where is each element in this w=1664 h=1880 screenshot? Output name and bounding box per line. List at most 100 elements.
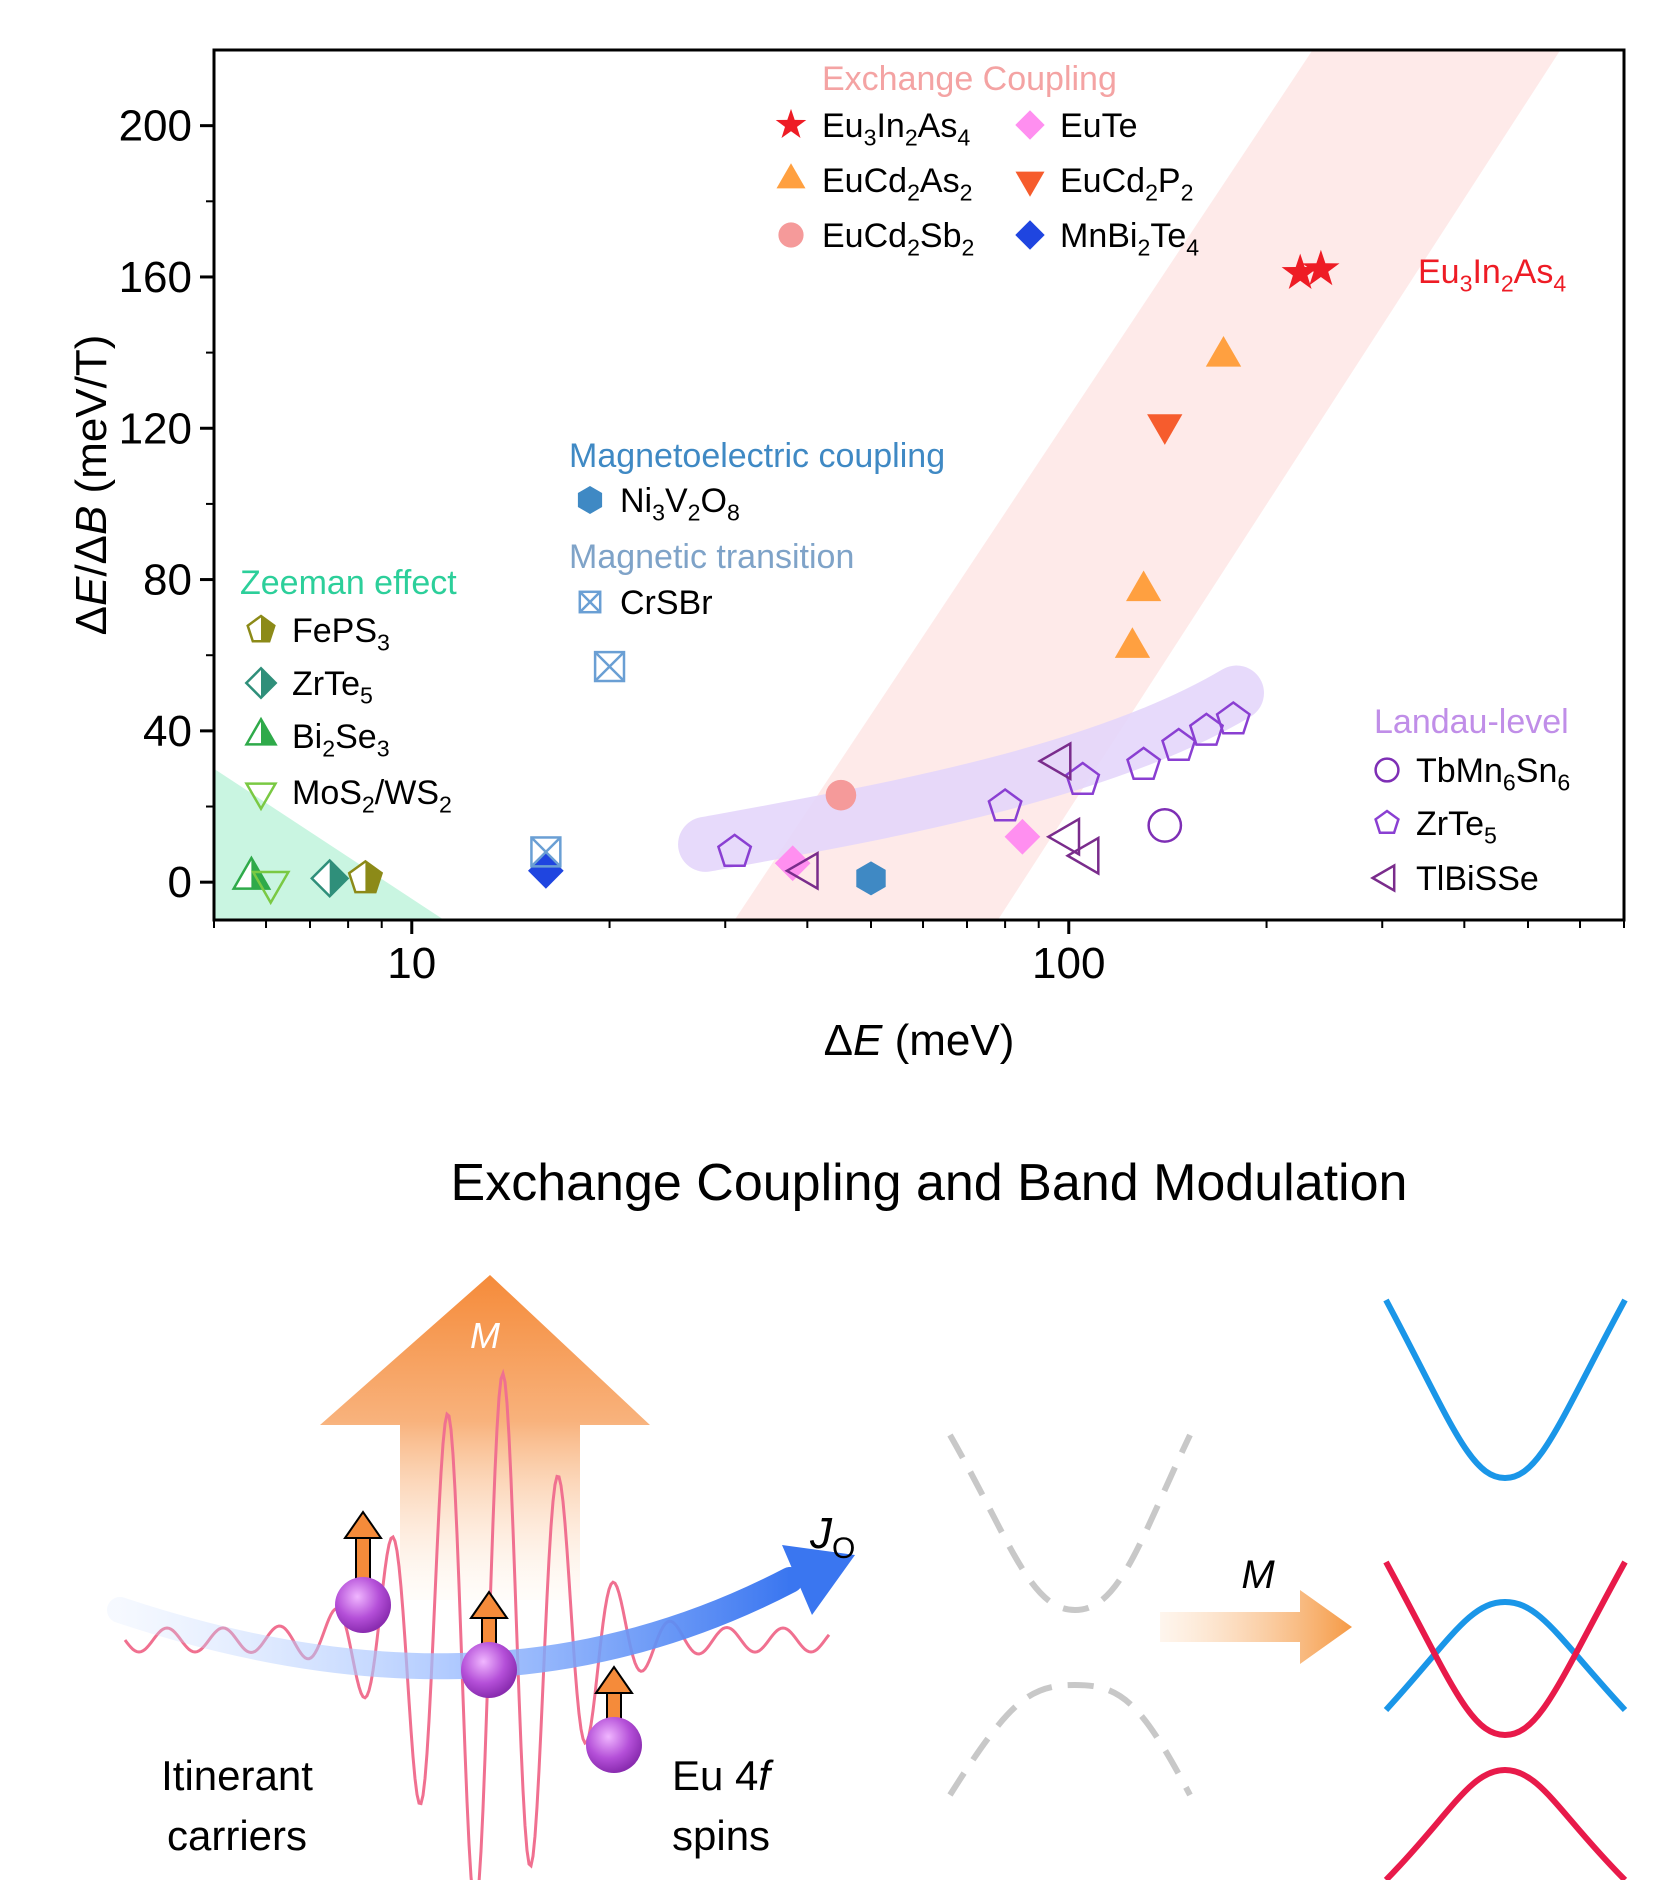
spin-3 (586, 1665, 642, 1773)
scatter-chart: 0 40 80 120 160 200 10 100 ΔE (meV) ΔE/ΔB (meV/… (67, 48, 1626, 1065)
legend-label: CrSBr (620, 584, 713, 622)
y-tick-label: 80 (143, 556, 192, 605)
legend-label: EuCd2As2 (822, 162, 972, 206)
data-point (1161, 727, 1197, 762)
y-tick-label: 40 (143, 707, 192, 756)
data-point (1126, 746, 1162, 780)
data-point (1065, 835, 1100, 876)
band-after-red-lower (1383, 1766, 1628, 1880)
data-point (774, 845, 811, 882)
legend-label: TbMn6Sn6 (1416, 752, 1570, 796)
data-point (1114, 627, 1151, 658)
axis-ticks (200, 124, 1625, 934)
band-after-blue-upper (1383, 1298, 1628, 1482)
spin-2 (461, 1590, 517, 1698)
x-tick-label: 100 (1032, 939, 1105, 988)
legend-label: Eu3In2As4 (822, 107, 970, 151)
legend-marker (775, 108, 807, 138)
band-before-lower (947, 1681, 1193, 1797)
legend-label: ZrTe5 (1416, 805, 1497, 849)
legend-label: FePS3 (292, 612, 390, 656)
landau-region (678, 665, 1264, 872)
plot-frame (212, 48, 1626, 922)
legend-label: ZrTe5 (292, 665, 373, 709)
data-point (250, 870, 291, 906)
group-title-landau: Landau-level (1374, 703, 1569, 741)
legend-label: MnBi2Te4 (1060, 217, 1199, 261)
magnetization-label: M (470, 1315, 500, 1356)
legend-marker (577, 486, 603, 514)
data-point (784, 851, 819, 891)
exchange-region (734, 50, 1561, 920)
legend-marker (1015, 110, 1045, 140)
magnetization-arrow (320, 1275, 650, 1600)
spins-label-line2: spins (672, 1812, 770, 1859)
group-title-exchange: Exchange Coupling (822, 60, 1117, 98)
spin-1 (335, 1510, 391, 1633)
data-point (1205, 336, 1242, 367)
band-before-upper (947, 1433, 1193, 1614)
data-point (528, 853, 564, 889)
legend-marker (1374, 757, 1400, 783)
legend-marker (1015, 171, 1045, 197)
legend-marker (578, 590, 602, 614)
legend-marker (1374, 809, 1400, 834)
carriers-label-line2: carriers (167, 1812, 307, 1859)
x-axis-label: ΔE (meV) (824, 1016, 1015, 1065)
band-modulation-diagram: Exchange Coupling and Band Modulation M … (107, 1154, 1628, 1880)
y-tick-label: 0 (168, 858, 192, 907)
data-point (716, 833, 753, 867)
legend: Eu3In2As4 EuTe EuCd2As2 EuCd2P2 EuCd2Sb2 MnBi… (244, 107, 1570, 898)
legend-marker (778, 222, 804, 248)
legend-label: Bi2Se3 (292, 718, 390, 762)
group-title-magnetic-transition: Magnetic transition (569, 538, 854, 576)
transition-arrow (1160, 1590, 1352, 1664)
legend-marker (1015, 220, 1045, 250)
data-point (310, 858, 350, 898)
legend-label: Ni3V2O8 (620, 482, 740, 526)
legend-marker (776, 163, 806, 189)
legend-marker (1370, 863, 1396, 893)
y-tick-label: 160 (119, 253, 192, 302)
data-point (1302, 249, 1340, 286)
tick-labels: 0 40 80 120 160 200 10 100 (119, 102, 1106, 988)
x-tick-label: 10 (387, 939, 436, 988)
legend-marker (244, 716, 278, 746)
y-axis-label: ΔE/ΔB (meV/T) (67, 335, 116, 636)
legend-marker (244, 782, 278, 812)
transition-label: M (1241, 1553, 1275, 1597)
band-after-blue-lower (1383, 1598, 1628, 1713)
data-point (1147, 414, 1183, 445)
legend-marker (246, 614, 276, 643)
annotations: Eu3In2As4 (1418, 253, 1566, 297)
data-point (593, 650, 626, 683)
y-tick-label: 120 (119, 404, 192, 453)
data-point (1215, 700, 1251, 735)
current-arrow-head (782, 1545, 855, 1615)
legend-label: EuCd2P2 (1060, 162, 1193, 206)
data-point (1281, 253, 1319, 289)
band-after-red-upper (1383, 1560, 1628, 1739)
data-point (1004, 818, 1041, 855)
current-arrow-body (107, 1567, 803, 1680)
data-point (347, 859, 384, 894)
data-point (825, 779, 857, 811)
diagram-title: Exchange Coupling and Band Modulation (451, 1154, 1408, 1212)
data-point (1126, 570, 1162, 602)
legend-label: MoS2/WS2 (292, 774, 452, 818)
data-point (1045, 816, 1081, 857)
group-title-magnetoelectric: Magnetoelectric coupling (569, 437, 945, 475)
legend-label: EuTe (1060, 107, 1138, 145)
data-point (987, 787, 1023, 822)
data-point (1147, 808, 1183, 843)
legend-label: TlBiSSe (1416, 860, 1539, 898)
data-point (231, 855, 272, 890)
shaded-regions (214, 50, 1561, 920)
carriers-label-line1: Itinerant (161, 1752, 313, 1799)
spins-label-line1: Eu 4f (672, 1752, 774, 1799)
data-point (856, 861, 886, 896)
group-title-zeeman: Zeeman effect (240, 564, 457, 602)
legend-label: EuCd2Sb2 (822, 217, 974, 261)
data-point (530, 836, 562, 868)
